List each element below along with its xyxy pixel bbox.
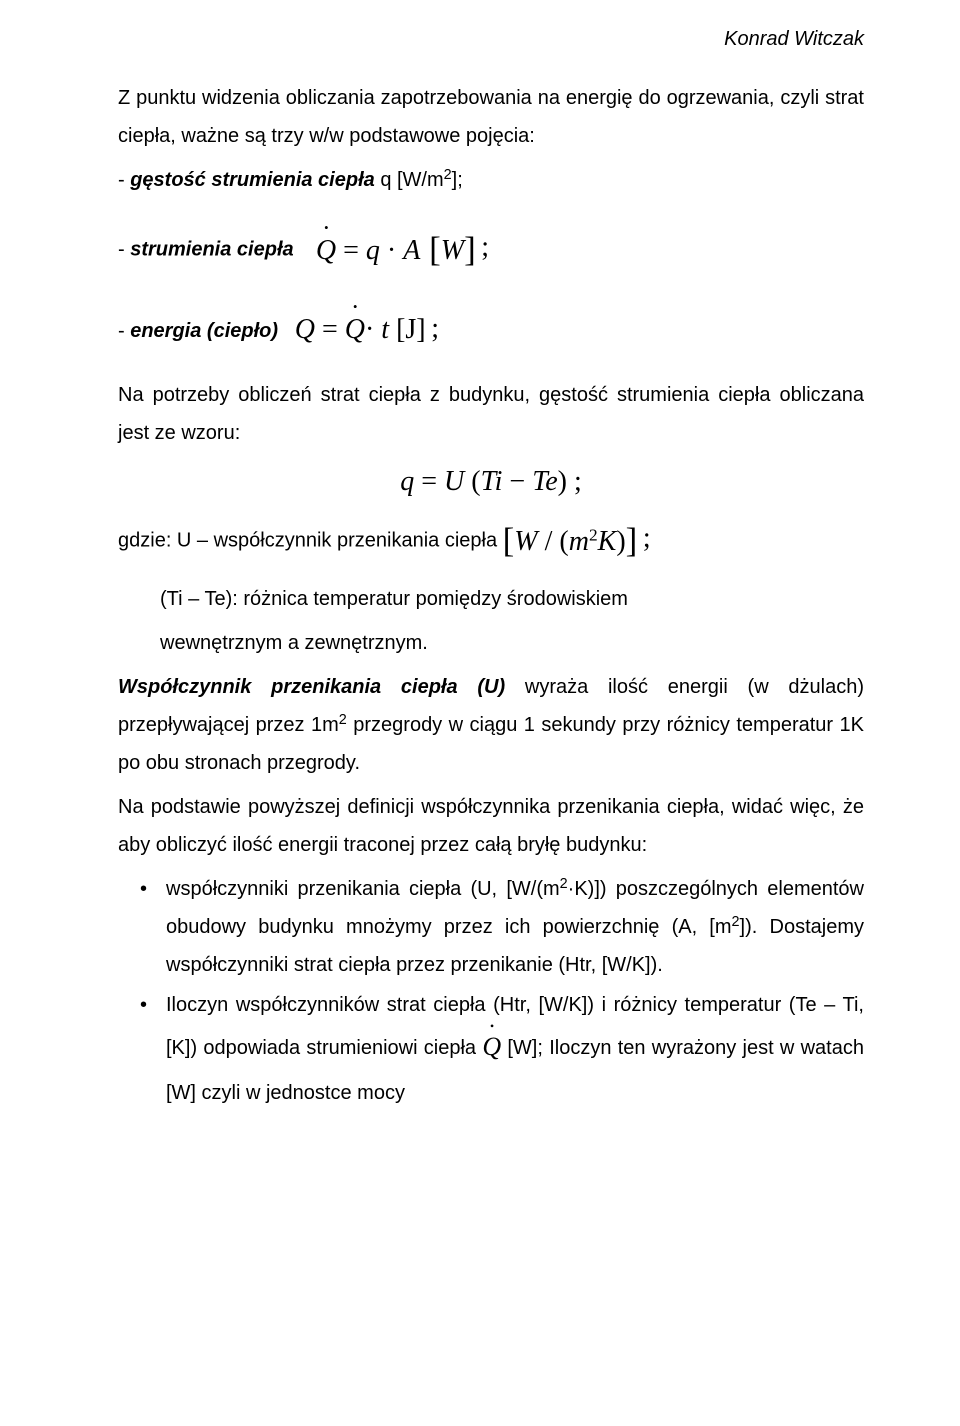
rbracket: ] (464, 230, 476, 269)
density-unit-post: ]; (452, 169, 463, 191)
unit-W: W (514, 526, 537, 557)
dash: - (118, 169, 130, 191)
minus: − (502, 466, 532, 497)
bullet-list: współczynniki przenikania ciepła (U, [W/… (118, 870, 864, 1111)
q-dot: Q (345, 303, 365, 356)
eq-sign: = (414, 466, 444, 497)
para-gdzie: gdzie: U – współczynnik przenikania ciep… (118, 508, 864, 575)
open-paren: ( (464, 466, 480, 497)
li1-a: współczynniki przenikania ciepła (U, [W/… (166, 878, 560, 900)
unit-W: W (441, 235, 464, 266)
para-wzor: Na potrzeby obliczeń strat ciepła z budy… (118, 376, 864, 452)
var-m: m (569, 526, 589, 557)
eq-center: q = U (Ti − Te) (400, 466, 574, 497)
var-U: U (444, 466, 464, 497)
eq-sign: = (336, 235, 366, 266)
sup-2: 2 (589, 525, 598, 544)
eq-q-qdot-t-j: Q = Q· t [J] (295, 303, 426, 356)
var-q: q (400, 466, 414, 497)
sup-2: 2 (339, 712, 347, 728)
var-q: q (366, 235, 380, 266)
bracket-J: [J] (396, 314, 426, 345)
cdot: · (380, 235, 403, 266)
page-root: Konrad Witczak Z punktu widzenia oblicza… (0, 0, 960, 1426)
close-paren: ) (558, 466, 567, 497)
sup-2: 2 (732, 914, 740, 930)
gdzie-text: gdzie: U – współczynnik przenikania ciep… (118, 529, 503, 551)
var-Te: Te (532, 466, 557, 497)
density-unit-pre: q [W/m (375, 169, 444, 191)
dash: - (118, 239, 130, 261)
bullet-density: - gęstość strumienia ciepła q [W/m2]; (118, 161, 864, 199)
bold-wsp: Współczynnik przenikania ciepła (U) (118, 676, 505, 698)
author-name: Konrad Witczak (118, 28, 864, 51)
semicolon: ; (431, 313, 439, 344)
q-dot: Q (316, 224, 336, 277)
slash-open: / ( (538, 526, 569, 557)
dash: - (118, 320, 130, 342)
close-paren: ) (616, 526, 625, 557)
bullet-stream: - strumienia ciepła Q = q · A [W] ; (118, 217, 864, 284)
var-t: t (374, 314, 396, 345)
para-podstawa: Na podstawie powyższej definicji współcz… (118, 788, 864, 864)
q-dot: Q (482, 1022, 501, 1071)
para-wsp: Współczynnik przenikania ciepła (U) wyra… (118, 668, 864, 782)
lbracket: [ (503, 521, 515, 560)
para-ti-te-b: wewnętrznym a zewnętrznym. (118, 624, 864, 662)
list-item: współczynniki przenikania ciepła (U, [W/… (118, 870, 864, 984)
eq-u-unit: [W / (m2K)] (503, 506, 638, 573)
list-item: Iloczyn współczynników strat ciepła (Htr… (118, 986, 864, 1111)
var-K: K (598, 526, 617, 557)
rbracket: ] (626, 521, 638, 560)
semicolon: ; (481, 232, 489, 263)
bold-stream: strumienia ciepła (130, 239, 293, 261)
cdot: · (365, 314, 374, 345)
eq-q-u-ti-te: q = U (Ti − Te) ; (118, 466, 864, 498)
bullet-energy: - energia (ciepło) Q = Q· t [J] ; (118, 302, 864, 358)
para-intro: Z punktu widzenia obliczania zapotrzebow… (118, 79, 864, 155)
lbracket: [ (420, 230, 440, 269)
bold-density: gęstość strumienia ciepła (130, 169, 375, 191)
para-ti-te-a: (Ti – Te): różnica temperatur pomiędzy ś… (118, 580, 864, 618)
var-A: A (403, 235, 420, 266)
var-Ti: Ti (481, 466, 503, 497)
eq-qdot-qa-w: Q = q · A [W] (316, 215, 476, 282)
sup-2: 2 (444, 167, 452, 183)
bold-energy: energia (ciepło) (130, 320, 278, 342)
var-Q: Q (295, 314, 315, 345)
eq-sign: = (315, 314, 345, 345)
semicolon: ; (574, 466, 582, 497)
q-dot-inline: Q (482, 1022, 501, 1071)
sup-2: 2 (560, 876, 568, 892)
semicolon: ; (643, 522, 651, 553)
